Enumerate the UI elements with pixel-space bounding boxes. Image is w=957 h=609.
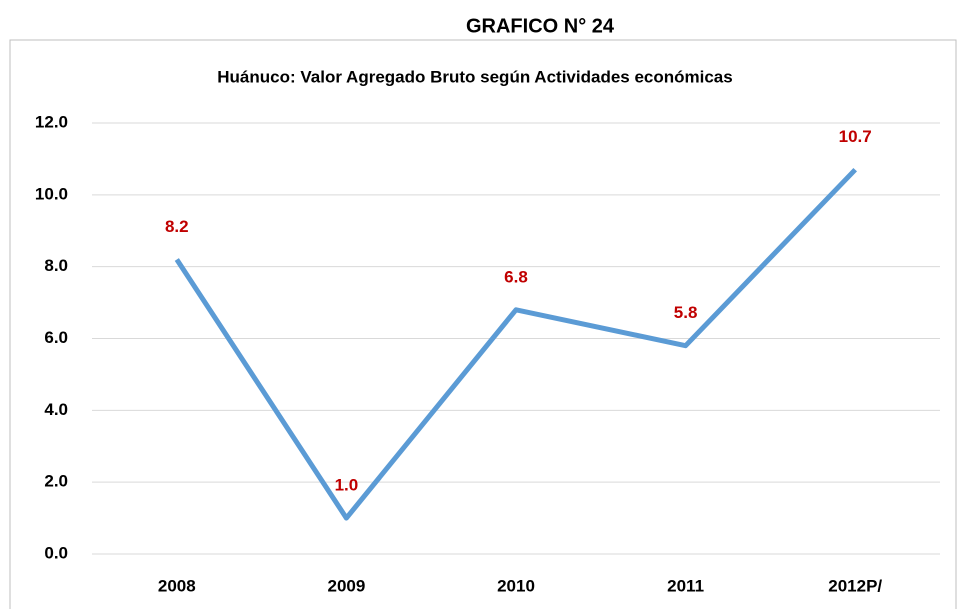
x-tick-label: 2011 [667,576,704,595]
heading: GRAFICO N° 24 [466,15,615,37]
x-tick-label: 2008 [158,576,196,595]
y-tick-label: 4.0 [44,400,68,419]
chart-title: Huánuco: Valor Agregado Bruto según Acti… [217,67,732,86]
line [174,167,858,521]
data-label: 6.8 [504,267,528,286]
x-tick-label: 2010 [497,576,535,595]
data-label: 8.2 [165,217,189,236]
y-tick-label: 2.0 [44,472,68,491]
data-label: 10.7 [839,127,872,146]
y-tick-label: 10.0 [35,184,68,203]
x-tick-label: 2009 [327,576,365,595]
y-tick-label: 12.0 [35,112,68,131]
data-label: 1.0 [335,476,359,495]
y-tick-label: 8.0 [44,256,68,275]
data-label: 5.8 [674,303,698,322]
chart-frame [9,39,957,609]
y-tick-label: 6.0 [44,328,68,347]
y-tick-label: 0.0 [44,543,68,562]
x-tick-label: 2012P/ [828,576,882,595]
